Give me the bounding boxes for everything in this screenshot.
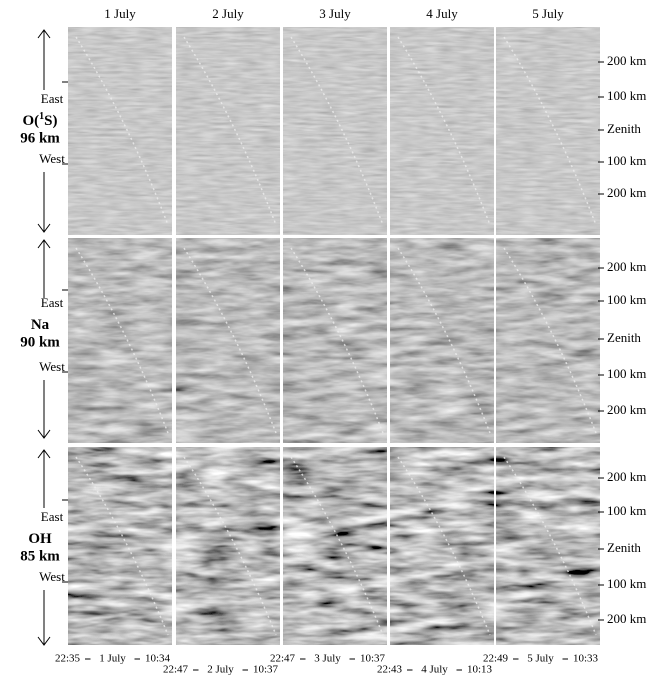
column-header: 4 July <box>426 6 458 21</box>
keogram-panel <box>68 27 172 235</box>
altitude-label: 90 km <box>20 334 60 350</box>
time-start: 22:35 <box>55 653 81 665</box>
east-label: East <box>41 91 64 106</box>
keogram-panel <box>283 447 387 645</box>
scale-label: Zenith <box>607 121 641 136</box>
keogram-panel <box>176 27 280 235</box>
time-start: 22:47 <box>270 653 296 665</box>
emitter-label: O(1S) <box>22 111 57 129</box>
scale-label: 200 km <box>607 259 646 274</box>
time-date: 5 July <box>527 653 554 665</box>
altitude-label: 96 km <box>20 130 60 146</box>
scale-label: Zenith <box>607 540 641 555</box>
keogram-panel <box>496 447 600 645</box>
east-label: East <box>41 295 64 310</box>
keogram-panel <box>176 238 280 443</box>
scale-label: 200 km <box>607 611 646 626</box>
emitter-name: Na <box>31 317 50 333</box>
scale-label: 100 km <box>607 366 646 381</box>
west-label: West <box>39 151 65 166</box>
emitter-name: O( <box>22 113 39 129</box>
time-start: 22:43 <box>377 664 403 675</box>
scale-label: 200 km <box>607 402 646 417</box>
scale-label: 100 km <box>607 153 646 168</box>
time-date: 4 July <box>421 664 448 675</box>
time-date: 1 July <box>99 653 126 665</box>
time-start: 22:47 <box>163 664 189 675</box>
keogram-panel <box>68 238 172 443</box>
scale-label: 100 km <box>607 292 646 307</box>
scale-label: 200 km <box>607 53 646 68</box>
emitter-label: OH <box>28 531 52 547</box>
keogram-panel <box>283 238 387 443</box>
time-end: 10:13 <box>467 664 493 675</box>
scale-label: Zenith <box>607 330 641 345</box>
keogram-panel <box>283 27 387 235</box>
emitter-name-end: S) <box>44 113 57 129</box>
west-label: West <box>39 569 65 584</box>
keogram-panel <box>68 447 172 645</box>
column-header: 2 July <box>212 6 244 21</box>
column-header: 3 July <box>319 6 351 21</box>
emitter-name: OH <box>28 531 52 547</box>
time-end: 10:33 <box>573 653 599 665</box>
scale-label: 200 km <box>607 185 646 200</box>
column-header: 1 July <box>104 6 136 21</box>
time-date: 3 July <box>314 653 341 665</box>
keogram-panel <box>390 238 494 443</box>
time-date: 2 July <box>207 664 234 675</box>
keogram-panel <box>390 447 494 645</box>
emitter-label: Na <box>31 317 50 333</box>
scale-label: 100 km <box>607 576 646 591</box>
keogram-panel <box>176 447 280 645</box>
scale-label: 100 km <box>607 88 646 103</box>
column-header: 5 July <box>532 6 564 21</box>
keogram-panel <box>496 27 600 235</box>
keogram-panel <box>496 238 600 443</box>
time-end: 10:37 <box>253 664 279 675</box>
east-label: East <box>41 509 64 524</box>
west-label: West <box>39 359 65 374</box>
scale-label: 100 km <box>607 503 646 518</box>
altitude-label: 85 km <box>20 548 60 564</box>
keogram-panel <box>390 27 494 235</box>
scale-label: 200 km <box>607 469 646 484</box>
figure: 1 July 2 July 3 July 4 July 5 July 200 km 100 … <box>0 0 661 675</box>
time-start: 22:49 <box>483 653 509 665</box>
